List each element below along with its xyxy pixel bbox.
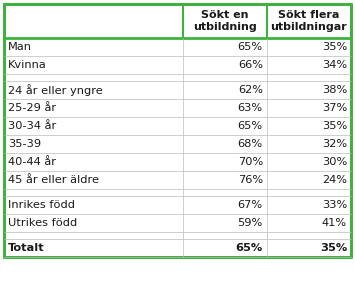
Text: 35%: 35% bbox=[320, 243, 347, 253]
Text: Man: Man bbox=[8, 42, 32, 52]
Text: 33%: 33% bbox=[322, 200, 347, 210]
Text: 30-34 år: 30-34 år bbox=[8, 121, 56, 131]
Text: 34%: 34% bbox=[322, 60, 347, 70]
Text: 40-44 år: 40-44 år bbox=[8, 157, 56, 167]
Text: 45 år eller äldre: 45 år eller äldre bbox=[8, 175, 99, 185]
Bar bbox=[4, 4, 351, 257]
Text: 35%: 35% bbox=[322, 121, 347, 131]
Text: 65%: 65% bbox=[238, 42, 263, 52]
Text: 70%: 70% bbox=[237, 157, 263, 167]
Text: 24 år eller yngre: 24 år eller yngre bbox=[8, 84, 103, 96]
Text: Inrikes född: Inrikes född bbox=[8, 200, 75, 210]
Text: Kvinna: Kvinna bbox=[8, 60, 47, 70]
Text: 59%: 59% bbox=[237, 218, 263, 228]
Text: Sökt en
utbildning: Sökt en utbildning bbox=[193, 10, 257, 32]
Text: 62%: 62% bbox=[238, 85, 263, 95]
Text: 65%: 65% bbox=[236, 243, 263, 253]
Text: 63%: 63% bbox=[238, 103, 263, 113]
Text: 67%: 67% bbox=[238, 200, 263, 210]
Text: 35%: 35% bbox=[322, 42, 347, 52]
Text: 66%: 66% bbox=[238, 60, 263, 70]
Text: Sökt flera
utbildningar: Sökt flera utbildningar bbox=[271, 10, 347, 32]
Text: Utrikes född: Utrikes född bbox=[8, 218, 77, 228]
Text: 25-29 år: 25-29 år bbox=[8, 103, 56, 113]
Text: 37%: 37% bbox=[322, 103, 347, 113]
Text: 65%: 65% bbox=[238, 121, 263, 131]
Text: 35-39: 35-39 bbox=[8, 139, 41, 149]
Text: 24%: 24% bbox=[322, 175, 347, 185]
Text: 32%: 32% bbox=[322, 139, 347, 149]
Text: 38%: 38% bbox=[322, 85, 347, 95]
Text: 76%: 76% bbox=[238, 175, 263, 185]
Text: Totalt: Totalt bbox=[8, 243, 45, 253]
Text: 30%: 30% bbox=[322, 157, 347, 167]
Text: 41%: 41% bbox=[322, 218, 347, 228]
Text: 68%: 68% bbox=[238, 139, 263, 149]
